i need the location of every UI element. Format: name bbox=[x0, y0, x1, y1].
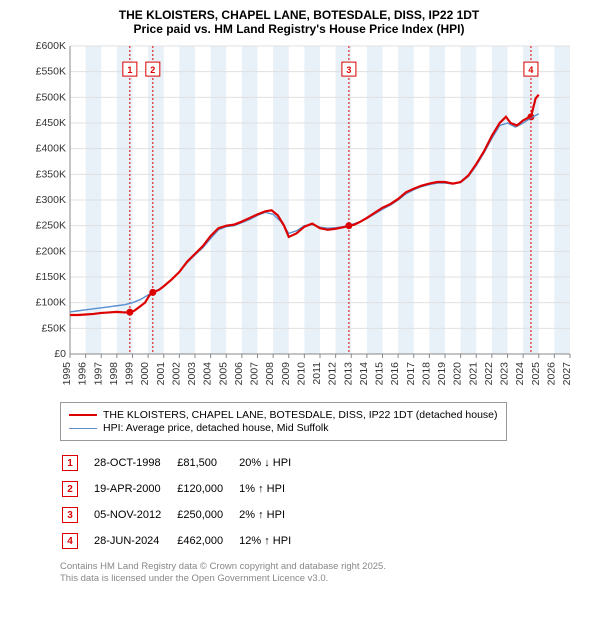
legend-row: HPI: Average price, detached house, Mid … bbox=[69, 422, 498, 434]
svg-text:2025: 2025 bbox=[530, 362, 542, 386]
svg-text:2001: 2001 bbox=[155, 362, 167, 386]
svg-text:2016: 2016 bbox=[389, 362, 401, 386]
event-row: 4 28-JUN-2024£462,00012% ↑ HPI bbox=[62, 529, 305, 553]
svg-text:2006: 2006 bbox=[233, 362, 245, 386]
event-number-box: 4 bbox=[62, 533, 78, 549]
event-row: 2 19-APR-2000£120,0001% ↑ HPI bbox=[62, 477, 305, 501]
svg-text:2: 2 bbox=[150, 65, 155, 75]
svg-text:2010: 2010 bbox=[295, 362, 307, 386]
svg-text:1997: 1997 bbox=[92, 362, 104, 386]
svg-text:2009: 2009 bbox=[280, 362, 292, 386]
svg-text:£550K: £550K bbox=[36, 66, 66, 78]
svg-text:2024: 2024 bbox=[514, 362, 526, 386]
svg-text:£50K: £50K bbox=[41, 322, 66, 334]
events-table: 1 28-OCT-1998£81,50020% ↓ HPI 2 19-APR-2000… bbox=[60, 449, 307, 555]
svg-text:1999: 1999 bbox=[124, 362, 136, 386]
svg-text:2017: 2017 bbox=[405, 362, 417, 386]
svg-text:1996: 1996 bbox=[77, 362, 89, 386]
svg-text:£500K: £500K bbox=[36, 91, 66, 103]
svg-text:£250K: £250K bbox=[36, 220, 66, 232]
svg-text:2015: 2015 bbox=[374, 362, 386, 386]
svg-text:£600K: £600K bbox=[36, 40, 66, 52]
svg-text:£450K: £450K bbox=[36, 117, 66, 129]
legend-swatch bbox=[69, 428, 97, 429]
svg-text:1: 1 bbox=[127, 65, 132, 75]
chart-container: THE KLOISTERS, CHAPEL LANE, BOTESDALE, D… bbox=[0, 0, 600, 620]
svg-text:£350K: £350K bbox=[36, 168, 66, 180]
event-price: £120,000 bbox=[177, 477, 237, 501]
event-number-box: 3 bbox=[62, 507, 78, 523]
event-num-cell: 2 bbox=[62, 477, 92, 501]
event-num-cell: 3 bbox=[62, 503, 92, 527]
svg-text:2003: 2003 bbox=[186, 362, 198, 386]
footer-line1: Contains HM Land Registry data © Crown c… bbox=[60, 561, 590, 573]
svg-text:2027: 2027 bbox=[561, 362, 573, 386]
svg-text:2008: 2008 bbox=[264, 362, 276, 386]
title-line1: THE KLOISTERS, CHAPEL LANE, BOTESDALE, D… bbox=[8, 8, 590, 22]
svg-text:4: 4 bbox=[528, 65, 533, 75]
footer-note: Contains HM Land Registry data © Crown c… bbox=[60, 561, 590, 585]
footer-line2: This data is licensed under the Open Gov… bbox=[60, 573, 590, 585]
svg-text:1998: 1998 bbox=[108, 362, 120, 386]
svg-text:2002: 2002 bbox=[170, 362, 182, 386]
event-delta: 2% ↑ HPI bbox=[239, 503, 305, 527]
event-date: 28-OCT-1998 bbox=[94, 451, 175, 475]
event-price: £250,000 bbox=[177, 503, 237, 527]
svg-text:2004: 2004 bbox=[202, 362, 214, 386]
svg-text:2022: 2022 bbox=[483, 362, 495, 386]
svg-text:£150K: £150K bbox=[36, 271, 66, 283]
event-date: 19-APR-2000 bbox=[94, 477, 175, 501]
event-delta: 20% ↓ HPI bbox=[239, 451, 305, 475]
svg-text:2019: 2019 bbox=[436, 362, 448, 386]
svg-text:1995: 1995 bbox=[61, 362, 73, 386]
event-date: 05-NOV-2012 bbox=[94, 503, 175, 527]
svg-text:2018: 2018 bbox=[420, 362, 432, 386]
svg-text:2014: 2014 bbox=[358, 362, 370, 386]
svg-text:£100K: £100K bbox=[36, 297, 66, 309]
event-date: 28-JUN-2024 bbox=[94, 529, 175, 553]
svg-text:2026: 2026 bbox=[545, 362, 557, 386]
svg-text:2000: 2000 bbox=[139, 362, 151, 386]
legend-box: THE KLOISTERS, CHAPEL LANE, BOTESDALE, D… bbox=[60, 402, 507, 441]
svg-text:2007: 2007 bbox=[249, 362, 261, 386]
event-row: 1 28-OCT-1998£81,50020% ↓ HPI bbox=[62, 451, 305, 475]
svg-text:2011: 2011 bbox=[311, 362, 323, 385]
svg-text:2021: 2021 bbox=[467, 362, 479, 386]
event-number-box: 2 bbox=[62, 481, 78, 497]
event-delta: 1% ↑ HPI bbox=[239, 477, 305, 501]
chart-svg: £0 £50K £100K £150K £200K £250K £300K £350K £400… bbox=[18, 40, 588, 398]
legend-swatch bbox=[69, 414, 97, 416]
event-num-cell: 4 bbox=[62, 529, 92, 553]
svg-text:2005: 2005 bbox=[217, 362, 229, 386]
legend-label: THE KLOISTERS, CHAPEL LANE, BOTESDALE, D… bbox=[103, 409, 498, 421]
event-number-box: 1 bbox=[62, 455, 78, 471]
legend-label: HPI: Average price, detached house, Mid … bbox=[103, 422, 329, 434]
svg-text:£300K: £300K bbox=[36, 194, 66, 206]
event-price: £462,000 bbox=[177, 529, 237, 553]
event-delta: 12% ↑ HPI bbox=[239, 529, 305, 553]
plot-area: £0 £50K £100K £150K £200K £250K £300K £350K £400… bbox=[18, 40, 588, 398]
event-price: £81,500 bbox=[177, 451, 237, 475]
svg-text:2013: 2013 bbox=[342, 362, 354, 386]
svg-text:£0: £0 bbox=[54, 348, 66, 360]
svg-text:2012: 2012 bbox=[327, 362, 339, 386]
svg-text:2023: 2023 bbox=[499, 362, 511, 386]
svg-text:2020: 2020 bbox=[452, 362, 464, 386]
svg-text:3: 3 bbox=[346, 65, 351, 75]
title-block: THE KLOISTERS, CHAPEL LANE, BOTESDALE, D… bbox=[8, 8, 590, 36]
event-row: 3 05-NOV-2012£250,0002% ↑ HPI bbox=[62, 503, 305, 527]
svg-text:£400K: £400K bbox=[36, 143, 66, 155]
legend-row: THE KLOISTERS, CHAPEL LANE, BOTESDALE, D… bbox=[69, 409, 498, 421]
event-num-cell: 1 bbox=[62, 451, 92, 475]
svg-text:£200K: £200K bbox=[36, 245, 66, 257]
title-line2: Price paid vs. HM Land Registry's House … bbox=[8, 22, 590, 36]
